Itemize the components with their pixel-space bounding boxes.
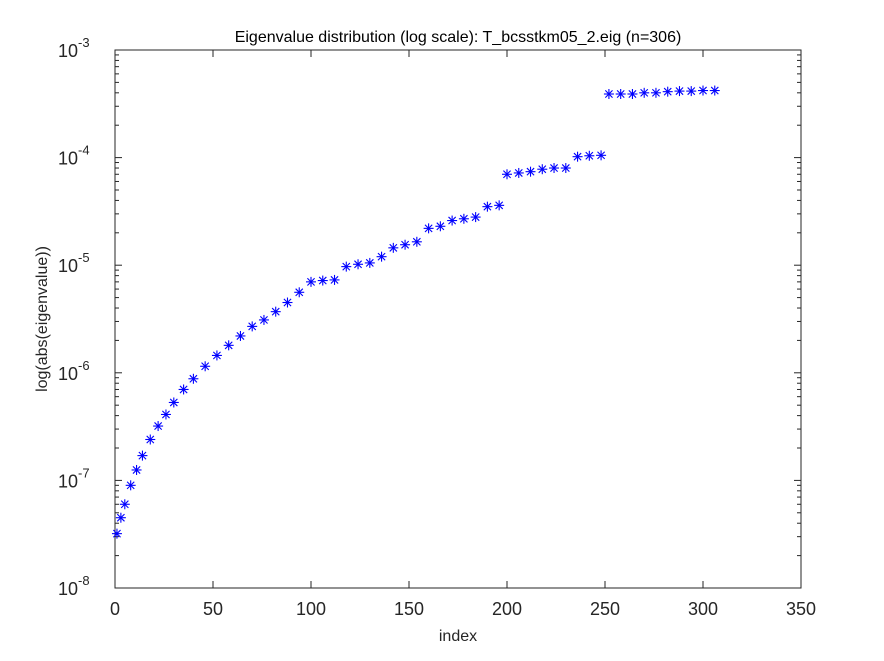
data-point: [411, 236, 422, 247]
data-point: [125, 480, 136, 491]
data-point: [458, 213, 469, 224]
data-point: [235, 330, 246, 341]
x-tick-label: 250: [590, 599, 620, 619]
data-point: [131, 464, 142, 475]
data-point: [115, 512, 126, 523]
data-point: [329, 274, 340, 285]
x-tick-label: 150: [394, 599, 424, 619]
data-point: [223, 340, 234, 351]
data-point: [153, 421, 164, 432]
x-tick-label: 300: [688, 599, 718, 619]
data-point: [549, 163, 560, 174]
data-point: [537, 164, 548, 175]
y-axis-label: log(abs(eigenvalue)): [34, 246, 51, 392]
data-markers: [111, 85, 720, 539]
y-tick-label: 10-3: [58, 35, 90, 61]
data-point: [258, 314, 269, 325]
data-point: [270, 306, 281, 317]
data-point: [353, 259, 364, 270]
data-point: [674, 86, 685, 97]
data-point: [341, 261, 352, 272]
data-point: [470, 212, 481, 223]
data-point: [200, 361, 211, 372]
data-point: [615, 89, 626, 100]
y-tick-label: 10-6: [58, 358, 90, 384]
data-point: [423, 223, 434, 234]
x-tick-label: 100: [296, 599, 326, 619]
data-point: [388, 242, 399, 253]
data-point: [119, 499, 130, 510]
data-point: [603, 89, 614, 100]
data-point: [494, 200, 505, 211]
data-point: [513, 167, 524, 178]
data-point: [188, 373, 199, 384]
data-point: [168, 397, 179, 408]
data-point: [596, 150, 607, 161]
data-point: [525, 166, 536, 177]
data-point: [639, 87, 650, 98]
y-tick-label: 10-4: [58, 143, 90, 169]
chart-title: Eigenvalue distribution (log scale): T_b…: [235, 29, 682, 46]
data-point: [317, 275, 328, 286]
data-point: [686, 86, 697, 97]
x-tick-label: 350: [786, 599, 816, 619]
data-point: [306, 276, 316, 287]
y-tick-label: 10-5: [58, 250, 90, 276]
y-tick-label: 10-7: [58, 465, 90, 491]
data-point: [435, 221, 446, 232]
x-tick-label: 0: [110, 599, 120, 619]
data-point: [627, 89, 638, 100]
y-tick-label: 10-8: [58, 573, 90, 599]
data-point: [211, 350, 222, 361]
data-point: [160, 409, 171, 420]
data-point: [482, 201, 493, 212]
x-axis-label: index: [439, 628, 477, 645]
data-point: [502, 169, 512, 180]
data-point: [584, 150, 595, 161]
data-point: [447, 215, 458, 226]
data-point: [400, 239, 411, 250]
data-point: [111, 528, 122, 539]
data-point: [376, 251, 387, 262]
data-point: [709, 85, 720, 96]
data-point: [247, 321, 258, 332]
plot-area: [114, 49, 802, 589]
data-point: [560, 163, 571, 174]
data-point: [662, 86, 673, 97]
axis-ticks: 0 50 100 150 200 250 300 350 10-8 10-7 10-6 10-5 10-…: [58, 35, 816, 619]
data-point: [178, 384, 189, 395]
data-point: [294, 287, 305, 298]
data-point: [282, 297, 293, 308]
data-point: [650, 87, 661, 98]
data-point: [572, 151, 583, 162]
data-point: [698, 85, 708, 96]
x-tick-label: 50: [203, 599, 223, 619]
data-point: [137, 450, 148, 461]
data-point: [145, 434, 156, 445]
x-tick-label: 200: [492, 599, 522, 619]
data-point: [364, 257, 375, 268]
